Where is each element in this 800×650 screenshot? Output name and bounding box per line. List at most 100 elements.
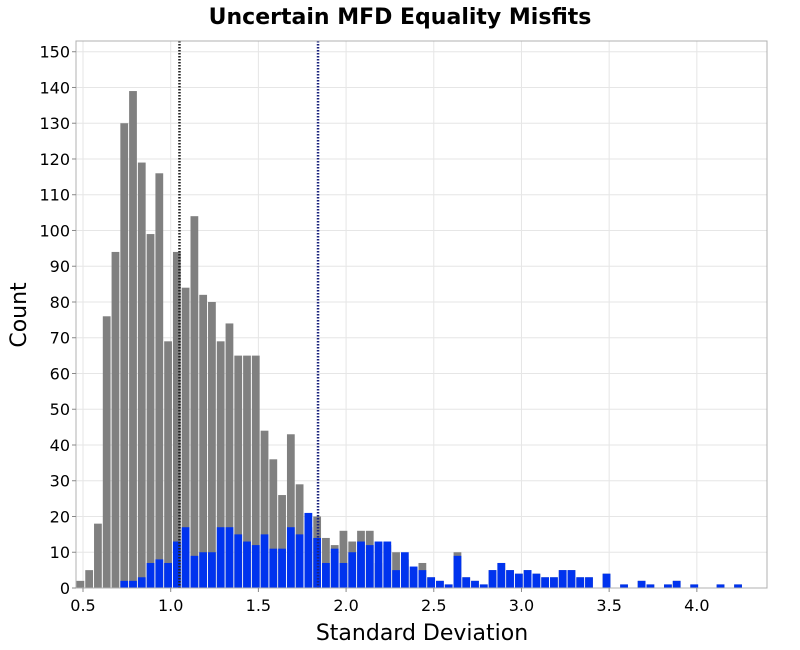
bar-uncertain [427,577,436,588]
bar-uncertain [278,548,286,588]
bar-uncertain [286,527,295,588]
bar-all [199,294,208,588]
bar-all [155,173,164,588]
bar-uncertain [479,584,488,588]
bar-uncertain [409,566,418,588]
bar-all [120,123,129,588]
bar-all [190,216,199,588]
bar-uncertain [225,527,234,588]
x-tick-label: 1.0 [158,596,183,615]
y-tick-label: 30 [50,472,70,491]
x-tick-label: 1.5 [246,596,271,615]
y-tick-label: 110 [39,186,70,205]
bar-uncertain [146,562,155,588]
bar-uncertain [295,534,304,588]
bar-uncertain [322,562,330,588]
x-tick-label: 2.0 [333,596,358,615]
bar-uncertain [164,562,172,588]
y-tick-label: 10 [50,543,70,562]
bar-uncertain [357,541,365,588]
bar-all [234,355,243,588]
chart-title: Uncertain MFD Equality Misfits [209,5,592,30]
y-tick-label: 120 [39,150,70,169]
bar-uncertain [497,562,506,588]
bar-uncertain [567,570,576,588]
bar-uncertain [120,580,129,588]
bar-all [251,355,260,588]
bar-uncertain [348,552,357,588]
x-tick-label: 4.0 [684,596,709,615]
y-tick-label: 90 [50,257,70,276]
bar-uncertain [208,552,216,588]
series-uncertain-bars [120,512,742,588]
bar-all [286,434,295,588]
bar-uncertain [269,548,278,588]
bar-uncertain [471,580,479,588]
bar-uncertain [453,555,462,588]
bar-uncertain [514,573,523,588]
y-tick-label: 100 [39,221,70,240]
bar-all [243,355,251,588]
y-tick-label: 40 [50,436,70,455]
bar-uncertain [181,527,190,588]
bar-uncertain [374,541,383,588]
bar-all [260,430,269,588]
x-tick-label: 0.5 [70,596,95,615]
bar-uncertain [488,570,497,588]
bar-uncertain [313,537,322,588]
plot-frame [75,40,768,589]
bar-uncertain [436,580,444,588]
y-tick-label: 70 [50,329,70,348]
bar-uncertain [330,548,339,588]
bar-uncertain [576,577,585,588]
bar-all [181,287,190,588]
y-tick-label: 50 [50,400,70,419]
bar-uncertain [234,534,243,588]
bar-uncertain [190,555,199,588]
bar-all [146,234,155,588]
bar-uncertain [251,545,260,588]
x-tick-label: 3.5 [596,596,621,615]
bar-uncertain [523,570,532,588]
bar-uncertain [462,577,471,588]
y-tick-label: 0 [60,579,70,598]
bar-all [225,323,234,588]
bar-uncertain [585,577,593,588]
y-tick-label: 80 [50,293,70,312]
y-tick-label: 140 [39,78,70,97]
bar-uncertain [383,541,392,588]
bar-all [172,251,181,589]
series-all-bars [76,91,742,589]
bar-all [208,301,216,588]
bar-all [76,580,85,588]
bar-all [269,459,278,588]
bar-all [392,552,400,588]
bar-uncertain [690,584,699,588]
bar-uncertain [637,580,646,588]
y-tick-label: 20 [50,507,70,526]
bar-uncertain [550,577,558,588]
bar-uncertain [199,552,208,588]
bar-all [102,316,111,588]
bar-uncertain [444,584,453,588]
bar-uncertain [716,584,725,588]
x-axis-label: Standard Deviation [316,621,528,646]
bar-uncertain [558,570,567,588]
bar-uncertain [172,541,181,588]
bar-uncertain [260,534,269,588]
bar-all [129,91,137,589]
bar-uncertain [734,584,742,588]
bar-uncertain [339,562,348,588]
bar-all [85,570,94,588]
bar-uncertain [304,512,313,588]
x-axis-ticks: 0.5 1.0 1.5 2.0 2.5 3.0 3.5 4.0 [70,588,710,615]
y-axis-label: Count [7,282,32,348]
bar-uncertain [365,545,374,588]
bar-uncertain [532,573,541,588]
bar-uncertain [155,559,164,588]
reference-lines [178,41,320,588]
x-tick-label: 3.0 [509,596,534,615]
bar-uncertain [506,570,514,588]
x-tick-label: 2.5 [421,596,446,615]
